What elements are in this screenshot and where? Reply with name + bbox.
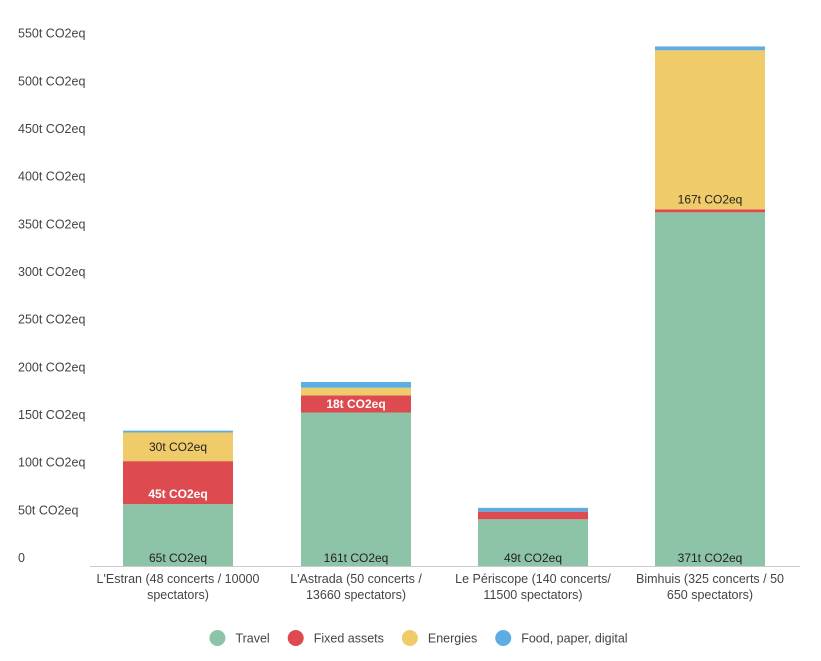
legend-swatch-energies bbox=[401, 630, 418, 646]
bar-segment-travel bbox=[301, 412, 411, 566]
x-category-label: spectators) bbox=[147, 588, 209, 602]
bar-segment-energies bbox=[123, 432, 233, 462]
legend-swatch-food-paper-digital bbox=[495, 630, 512, 646]
x-category-label: L'Astrada (50 concerts / bbox=[290, 572, 422, 586]
y-tick-label: 400t CO2eq bbox=[18, 170, 85, 184]
bar-segment-food-paper-digital bbox=[478, 507, 588, 512]
y-tick-label: 0 bbox=[18, 551, 25, 565]
legend-label: Energies bbox=[428, 632, 477, 646]
data-label: 167t CO2eq bbox=[678, 192, 743, 206]
x-category-label: 11500 spectators) bbox=[483, 588, 582, 602]
y-tick-label: 200t CO2eq bbox=[18, 360, 85, 374]
bar-segment-travel bbox=[478, 519, 588, 566]
x-category-label: 650 spectators) bbox=[667, 588, 753, 602]
legend-label: Food, paper, digital bbox=[521, 632, 627, 646]
legend-swatch-travel bbox=[209, 630, 226, 646]
data-label: 371t CO2eq bbox=[678, 551, 743, 565]
bar-segment-food-paper-digital bbox=[655, 46, 765, 51]
y-tick-label: 450t CO2eq bbox=[18, 122, 85, 136]
legend-swatch-fixed-assets bbox=[287, 630, 304, 646]
x-category-label: Bimhuis (325 concerts / 50 bbox=[636, 572, 784, 586]
y-tick-label: 250t CO2eq bbox=[18, 313, 85, 327]
data-label: 65t CO2eq bbox=[149, 551, 207, 565]
data-label: 161t CO2eq bbox=[324, 551, 389, 565]
y-tick-label: 500t CO2eq bbox=[18, 74, 85, 88]
x-category-label: L'Estran (48 concerts / 10000 bbox=[97, 572, 260, 586]
bar-segment-fixed-assets bbox=[123, 461, 233, 505]
x-category-label: Le Périscope (140 concerts/ bbox=[455, 572, 611, 586]
x-category-label: 13660 spectators) bbox=[306, 588, 406, 602]
bar-segment-fixed-assets bbox=[301, 395, 411, 413]
bar-segment-food-paper-digital bbox=[123, 430, 233, 433]
legend-label: Travel bbox=[235, 632, 269, 646]
bar-segment-travel bbox=[655, 212, 765, 567]
data-label: 18t CO2eq bbox=[326, 397, 385, 411]
bar-segment-energies bbox=[301, 387, 411, 396]
y-tick-label: 350t CO2eq bbox=[18, 217, 85, 231]
y-tick-label: 550t CO2eq bbox=[18, 27, 85, 41]
data-label: 49t CO2eq bbox=[504, 551, 562, 565]
y-tick-label: 150t CO2eq bbox=[18, 408, 85, 422]
y-tick-label: 100t CO2eq bbox=[18, 456, 85, 470]
legend-label: Fixed assets bbox=[314, 632, 384, 646]
data-label: 30t CO2eq bbox=[149, 440, 207, 454]
y-tick-label: 50t CO2eq bbox=[18, 503, 79, 517]
bar-segment-energies bbox=[655, 50, 765, 210]
data-label: 45t CO2eq bbox=[148, 487, 207, 501]
bar-segment-fixed-assets bbox=[478, 511, 588, 520]
bar-segment-food-paper-digital bbox=[301, 382, 411, 388]
bar-segment-fixed-assets bbox=[655, 209, 765, 213]
bar-segment-travel bbox=[123, 504, 233, 566]
y-tick-label: 300t CO2eq bbox=[18, 265, 85, 279]
